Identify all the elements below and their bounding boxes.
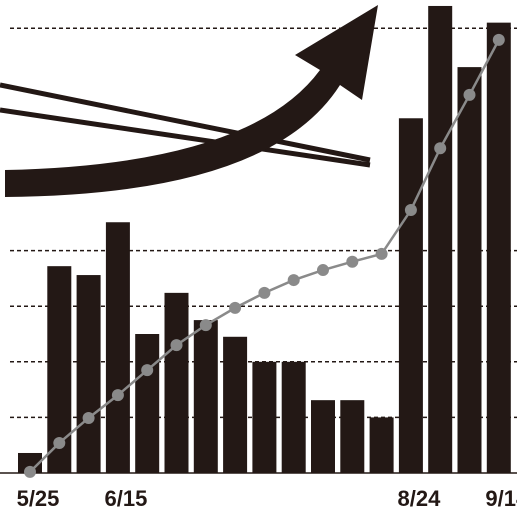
line-point [434,142,447,155]
bar [486,22,511,473]
bar [18,452,42,473]
bar [398,118,423,473]
x-tick-label: 6/15 [104,486,147,511]
line-point [229,301,242,314]
bar [428,5,453,474]
line-point [53,436,66,449]
x-tick-label: 5/25 [17,486,60,511]
bar [252,361,277,473]
bar [457,67,482,474]
bar [193,320,218,473]
marks [18,5,511,478]
bar [281,361,306,473]
line-point [199,319,212,332]
x-tick-label: 9/14 [485,486,517,511]
bar [76,275,101,473]
bar [223,336,248,473]
bar [340,400,365,473]
line-point [317,264,329,277]
line-point [492,33,505,46]
bar [135,334,160,473]
bar [369,417,394,473]
line-point [141,364,154,377]
bar [164,292,189,473]
line-point [111,389,124,402]
bar [311,400,335,473]
trend-arrow [0,5,378,197]
line-point [258,286,271,299]
line-point [404,204,417,217]
line-point [82,411,95,424]
line-point [170,339,183,352]
labels: 5/25 6/15 8/24 9/14 [17,486,517,511]
arrow [5,5,378,197]
line-point [375,247,388,260]
thin-lines [0,82,371,168]
line-point [463,88,476,101]
bar [105,222,130,473]
line-point [24,465,36,478]
line-point [346,255,359,268]
line-point [287,274,300,287]
x-tick-label: 8/24 [397,486,441,511]
